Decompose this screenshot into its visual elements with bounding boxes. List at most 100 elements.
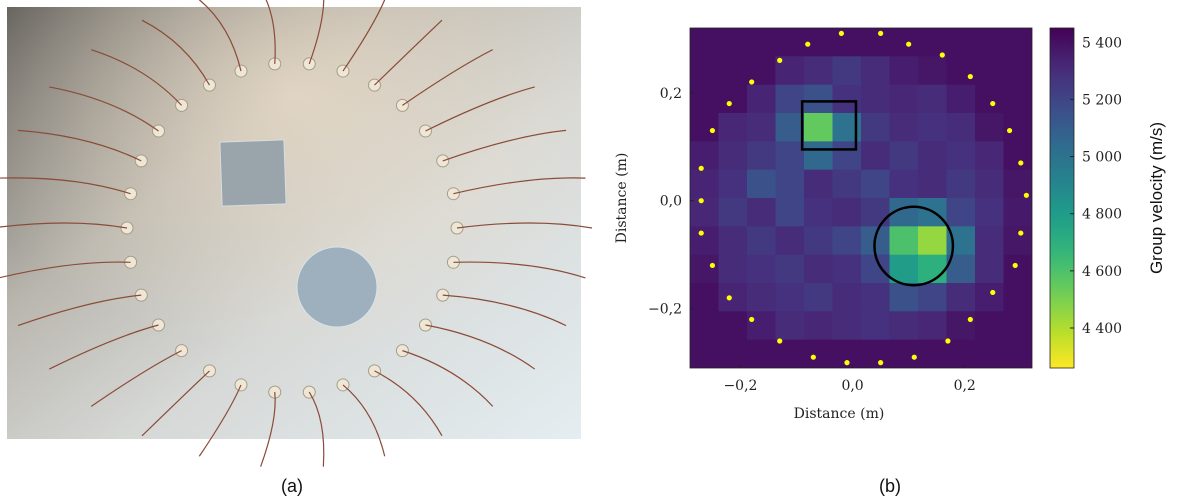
heat-cell <box>804 169 834 199</box>
heat-cell <box>690 254 720 284</box>
x-axis-label: Distance (m) <box>794 406 885 422</box>
heat-cell <box>690 169 720 199</box>
colorbar-tick-label: 5 000 <box>1082 150 1122 166</box>
heat-cell <box>690 113 720 142</box>
heat-cell <box>946 311 976 341</box>
heat-cell <box>946 283 976 312</box>
heat-cell <box>690 311 720 341</box>
sensor-disc <box>302 57 316 71</box>
sensor <box>939 52 945 58</box>
sensor <box>990 100 996 107</box>
heat-cell <box>775 113 805 142</box>
heat-cell <box>747 226 777 256</box>
sensor <box>805 41 811 47</box>
wire <box>260 392 276 467</box>
heat-cell <box>690 226 720 256</box>
heat-cell <box>832 141 862 171</box>
y-tick-label: 0,2 <box>660 86 682 102</box>
colorbar-tick-label: 5 200 <box>1082 92 1122 108</box>
heat-cell <box>747 113 777 142</box>
heat-cell <box>1003 113 1032 142</box>
heat-cell <box>975 311 1005 341</box>
heat-cell <box>832 254 862 284</box>
heat-cell <box>718 226 748 256</box>
heat-cell <box>832 28 862 57</box>
wire <box>453 261 586 279</box>
heat-cell <box>804 84 834 114</box>
wire <box>141 19 211 86</box>
heat-cell <box>690 283 720 312</box>
heat-cell <box>975 226 1005 256</box>
wire <box>442 129 567 162</box>
wire <box>425 324 536 370</box>
heat-cell <box>889 113 919 142</box>
colorbar-tick-label: 5 400 <box>1082 35 1122 51</box>
heat-cell <box>889 141 919 171</box>
heat-cell <box>804 311 834 341</box>
sensor <box>878 30 884 36</box>
heat-cell <box>861 339 891 368</box>
sensor <box>810 354 816 360</box>
sensor <box>906 41 912 47</box>
heat-cell <box>946 198 976 227</box>
wire <box>425 86 535 132</box>
y-tick-label: 0,0 <box>660 194 682 210</box>
heat-cell <box>861 169 891 199</box>
x-tick-label: −0,2 <box>723 378 757 394</box>
heat-cell <box>804 226 834 256</box>
heat-cell <box>975 339 1005 368</box>
heat-cell <box>918 339 948 368</box>
heat-cell <box>946 113 976 142</box>
heat-cell <box>889 56 919 86</box>
wire <box>374 370 443 437</box>
colorbar-tick-label: 4 400 <box>1082 321 1122 337</box>
wire <box>198 0 242 72</box>
heat-cell <box>832 198 862 227</box>
heat-cell <box>775 226 805 256</box>
wire <box>90 350 182 407</box>
heat-cell <box>889 254 919 284</box>
heat-cell <box>918 283 948 312</box>
heat-cell <box>946 56 976 86</box>
sensor <box>726 295 732 301</box>
sensor <box>1018 230 1024 236</box>
heat-cell <box>718 283 748 312</box>
wire <box>374 19 443 86</box>
panel-label: (a) <box>281 476 303 496</box>
heat-cell <box>918 169 948 199</box>
sensor <box>878 360 884 366</box>
heat-cell <box>718 339 748 368</box>
x-tick-label: 0,2 <box>954 378 976 394</box>
wire <box>141 370 210 437</box>
heat-cell <box>747 141 777 171</box>
heat-cell <box>775 198 805 227</box>
wire <box>49 324 159 370</box>
heat-cell <box>975 283 1005 312</box>
heat-cell <box>1003 226 1032 256</box>
wire <box>0 222 128 229</box>
overlay: −0,2 0,0 0,2 −0,2 0,0 0,2 4 400 4 600 4 800 5 000… <box>648 27 1122 394</box>
heat-cell <box>918 254 948 284</box>
heat-cell <box>804 141 834 171</box>
heat-cell <box>918 56 948 86</box>
heat-cell <box>804 56 834 86</box>
heat-cell <box>918 311 948 341</box>
heat-cell <box>975 113 1005 142</box>
heat-cell <box>718 254 748 284</box>
heat-cell <box>690 28 720 57</box>
wire <box>402 49 494 106</box>
heat-cell <box>975 84 1005 114</box>
wire <box>456 222 593 229</box>
wire <box>442 294 567 327</box>
wire <box>308 0 325 65</box>
sensor <box>1018 160 1024 166</box>
colorbar <box>1049 27 1075 369</box>
heat-cell <box>1003 198 1032 227</box>
wire <box>0 261 131 279</box>
photo <box>0 0 593 467</box>
heat-cell <box>747 311 777 341</box>
heat-cell <box>889 311 919 341</box>
heat-cell <box>747 283 777 312</box>
heat-cell <box>975 141 1005 171</box>
